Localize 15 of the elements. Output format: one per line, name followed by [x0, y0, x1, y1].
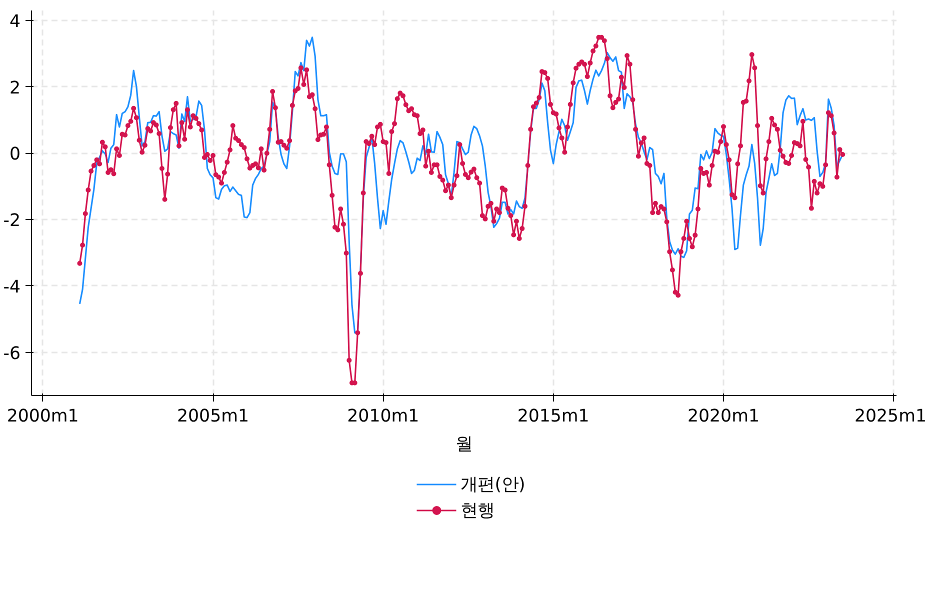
y-tick-label: 2 [9, 78, 21, 98]
y-tick-label: 0 [9, 144, 21, 165]
legend-label: 개편(안) [460, 474, 526, 496]
y-tick-label: -4 [3, 277, 21, 298]
y-tick-label: -2 [3, 211, 21, 232]
y-tick-label: 4 [9, 12, 21, 32]
x-tick-label: 2010m1 [347, 406, 420, 426]
legend-label: 현행 [460, 500, 495, 522]
x-tick-label: 2020m1 [688, 406, 760, 426]
x-tick-label: 2000m1 [6, 406, 79, 426]
x-tick-label: 2005m1 [177, 406, 250, 426]
x-tick-label: 2015m1 [517, 406, 590, 426]
x-axis-title: 월 [456, 434, 472, 454]
y-tick-label: -6 [3, 344, 21, 364]
x-tick-label: 2025m1 [854, 406, 927, 426]
